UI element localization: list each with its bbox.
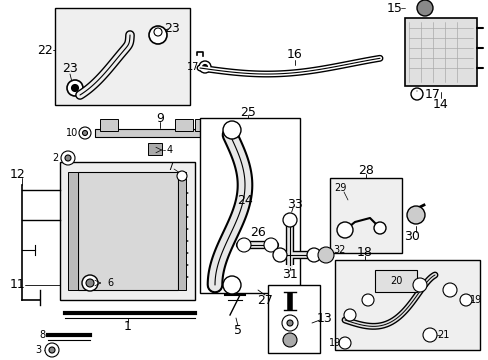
Text: 23: 23 [62, 62, 78, 75]
Circle shape [317, 247, 333, 263]
Bar [78, 172, 178, 290]
Text: 21: 21 [436, 330, 448, 340]
Bar [60, 162, 195, 300]
Circle shape [199, 61, 210, 73]
Text: 4: 4 [166, 145, 173, 155]
Bar [404, 18, 476, 86]
Circle shape [283, 333, 296, 347]
Text: 29: 29 [333, 183, 346, 193]
Text: 16: 16 [286, 49, 302, 62]
Circle shape [65, 155, 71, 161]
Text: 2: 2 [52, 153, 58, 163]
Text: 1: 1 [124, 320, 132, 333]
Text: 11: 11 [10, 279, 26, 292]
Bar [175, 119, 193, 131]
Text: 14: 14 [432, 98, 448, 111]
Circle shape [49, 347, 55, 353]
Circle shape [361, 294, 373, 306]
Circle shape [416, 0, 432, 16]
Circle shape [422, 328, 436, 342]
Text: 10: 10 [66, 128, 78, 138]
Text: 26: 26 [250, 226, 265, 239]
Circle shape [82, 275, 98, 291]
Text: 15: 15 [386, 1, 402, 14]
Text: 12: 12 [10, 168, 26, 181]
Bar [95, 129, 220, 137]
Circle shape [338, 337, 350, 349]
Text: 17: 17 [424, 87, 440, 100]
Bar [195, 119, 213, 131]
Text: 31: 31 [282, 269, 297, 282]
Bar [200, 118, 299, 293]
Text: 5: 5 [234, 324, 242, 337]
Text: 22: 22 [37, 44, 53, 57]
Text: 8: 8 [39, 330, 45, 340]
Circle shape [237, 238, 250, 252]
Text: 23: 23 [164, 22, 180, 35]
Text: 30: 30 [403, 230, 419, 243]
Circle shape [264, 238, 278, 252]
Text: 25: 25 [240, 105, 255, 118]
Text: 19: 19 [469, 295, 481, 305]
Bar [374, 270, 416, 292]
Text: 32: 32 [333, 245, 346, 255]
Bar [55, 8, 190, 105]
Circle shape [223, 121, 241, 139]
Text: 7: 7 [166, 162, 173, 172]
Circle shape [283, 213, 296, 227]
Circle shape [282, 315, 297, 331]
Circle shape [442, 283, 456, 297]
Circle shape [373, 222, 385, 234]
Text: 19: 19 [328, 338, 341, 348]
Circle shape [71, 85, 79, 91]
Circle shape [336, 222, 352, 238]
Circle shape [412, 278, 426, 292]
Bar [148, 143, 162, 155]
Text: 33: 33 [286, 198, 302, 211]
Circle shape [406, 206, 424, 224]
Circle shape [86, 279, 94, 287]
Bar [329, 178, 401, 253]
Circle shape [272, 248, 286, 262]
Text: 9: 9 [156, 112, 163, 125]
Circle shape [202, 64, 207, 69]
Bar [68, 172, 78, 290]
Text: 13: 13 [317, 311, 332, 324]
Text: 20: 20 [389, 276, 401, 286]
Circle shape [61, 151, 75, 165]
Circle shape [154, 28, 162, 36]
Bar [100, 119, 118, 131]
Circle shape [459, 294, 471, 306]
Text: 28: 28 [357, 163, 373, 176]
Bar [178, 172, 185, 290]
Circle shape [410, 88, 422, 100]
Text: 6: 6 [107, 278, 113, 288]
Text: 27: 27 [257, 293, 272, 306]
Circle shape [306, 248, 320, 262]
Circle shape [286, 320, 292, 326]
Circle shape [45, 343, 59, 357]
Circle shape [177, 171, 186, 181]
Text: 3: 3 [35, 345, 41, 355]
Bar [334, 260, 479, 350]
Circle shape [149, 26, 167, 44]
Circle shape [67, 80, 83, 96]
Text: 17: 17 [186, 62, 199, 72]
Circle shape [343, 309, 355, 321]
Text: 24: 24 [237, 194, 252, 207]
Bar [267, 285, 319, 353]
Text: 18: 18 [356, 246, 372, 258]
Circle shape [223, 276, 241, 294]
Circle shape [79, 127, 91, 139]
Circle shape [82, 130, 87, 135]
